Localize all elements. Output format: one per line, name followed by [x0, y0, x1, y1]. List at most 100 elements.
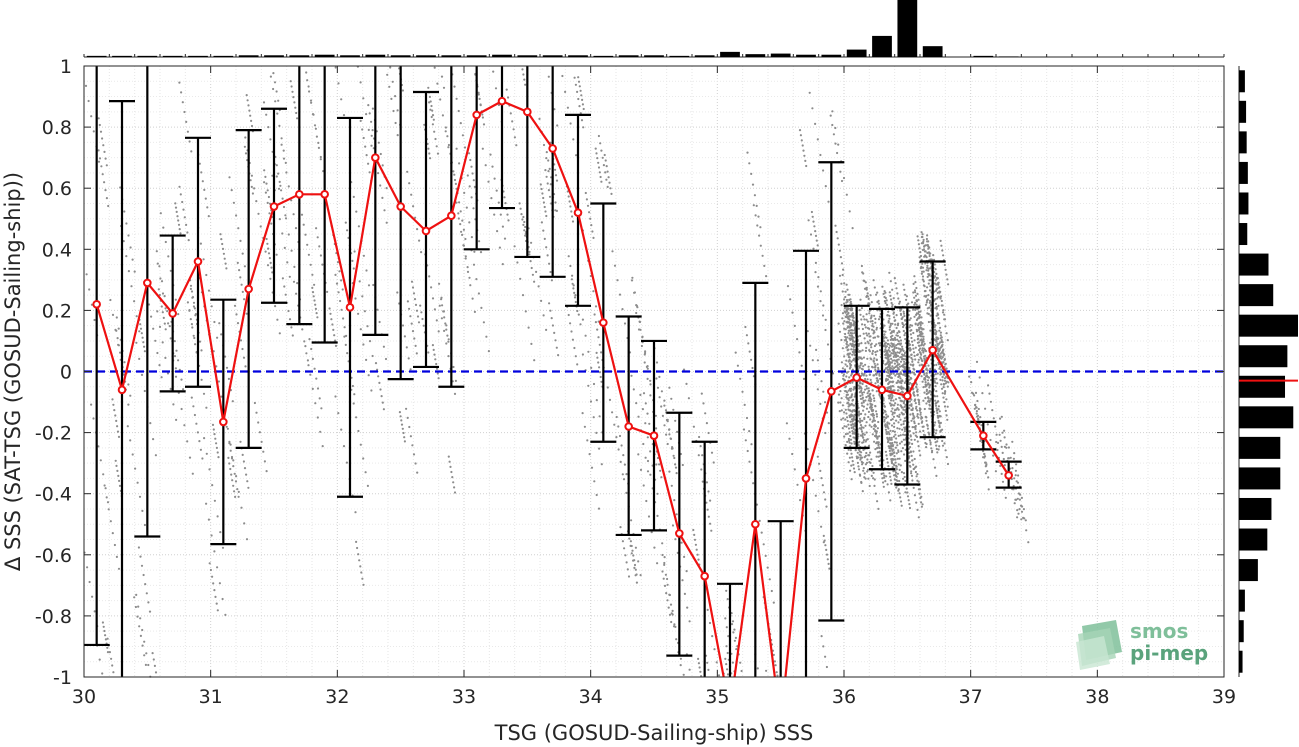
- scatter-point: [926, 266, 929, 269]
- scatter-point: [460, 230, 463, 233]
- scatter-point: [873, 362, 876, 365]
- scatter-point: [665, 592, 668, 595]
- scatter-point: [453, 392, 457, 395]
- scatter-point: [922, 386, 925, 389]
- scatter-point: [848, 404, 851, 407]
- scatter-point: [215, 365, 218, 368]
- scatter-point: [893, 354, 896, 357]
- scatter-point: [1023, 517, 1026, 520]
- scatter-point: [237, 495, 240, 498]
- scatter-point: [850, 329, 853, 332]
- scatter-point: [284, 217, 288, 220]
- scatter-point: [717, 674, 721, 677]
- scatter-point: [282, 149, 285, 152]
- scatter-point: [693, 533, 696, 537]
- scatter-point: [915, 328, 918, 331]
- scatter-point: [911, 407, 914, 410]
- scatter-point: [522, 73, 525, 76]
- scatter-point: [917, 445, 920, 448]
- scatter-point: [943, 372, 946, 375]
- scatter-point: [846, 397, 849, 400]
- scatter-point: [896, 407, 899, 410]
- scatter-point: [179, 193, 182, 196]
- scatter-point: [891, 322, 894, 325]
- scatter-point: [892, 352, 895, 355]
- top-histogram-bar: [390, 55, 411, 57]
- scatter-point: [639, 574, 642, 577]
- scatter-point: [902, 349, 905, 352]
- scatter-point: [942, 382, 945, 386]
- mean-point: [320, 190, 329, 199]
- scatter-point: [861, 391, 864, 394]
- scatter-point: [902, 373, 905, 376]
- scatter-point: [921, 242, 925, 245]
- scatter-point: [900, 372, 903, 375]
- scatter-point: [873, 374, 876, 377]
- scatter-point: [811, 107, 814, 110]
- scatter-point: [396, 291, 399, 294]
- scatter-point: [888, 362, 892, 365]
- scatter-point: [895, 452, 898, 455]
- scatter-point: [366, 484, 369, 487]
- scatter-point: [845, 298, 849, 302]
- scatter-point: [318, 397, 321, 400]
- scatter-point: [112, 671, 115, 674]
- scatter-point: [912, 367, 915, 370]
- scatter-point: [548, 195, 552, 198]
- x-tick-label: 35: [705, 686, 729, 708]
- scatter-point: [841, 312, 845, 315]
- scatter-point: [859, 381, 862, 384]
- scatter-point: [938, 424, 941, 428]
- scatter-point: [863, 318, 866, 321]
- scatter-point: [133, 300, 136, 303]
- scatter-point: [129, 246, 132, 249]
- scatter-point: [220, 238, 223, 241]
- scatter-point: [889, 442, 892, 445]
- scatter-point: [903, 475, 906, 479]
- scatter-point: [408, 425, 411, 429]
- scatter-point: [101, 672, 104, 675]
- scatter-point: [102, 625, 105, 628]
- scatter-point: [934, 432, 937, 435]
- scatter-point: [111, 664, 114, 667]
- scatter-point: [101, 137, 104, 140]
- scatter-point: [898, 427, 901, 430]
- scatter-point: [452, 365, 455, 369]
- scatter-point: [136, 481, 139, 484]
- scatter-point: [899, 464, 902, 467]
- scatter-point: [276, 112, 279, 115]
- scatter-point: [850, 372, 853, 376]
- scatter-point: [1000, 445, 1003, 448]
- scatter-point: [913, 354, 916, 357]
- scatter-point: [888, 422, 891, 425]
- scatter-point: [355, 540, 358, 544]
- scatter-point: [876, 427, 880, 430]
- scatter-point: [908, 355, 911, 358]
- scatter-point: [436, 372, 439, 375]
- scatter-point: [889, 294, 892, 297]
- scatter-point: [503, 196, 506, 199]
- scatter-point: [189, 284, 193, 287]
- scatter-point: [169, 387, 172, 390]
- scatter-point: [694, 543, 698, 546]
- scatter-point: [873, 434, 877, 438]
- scatter-point: [816, 455, 819, 458]
- scatter-point: [570, 330, 573, 333]
- scatter-point: [872, 416, 875, 419]
- scatter-point: [311, 291, 315, 294]
- scatter-point: [844, 408, 847, 411]
- scatter-point: [894, 458, 897, 461]
- scatter-point: [524, 83, 527, 86]
- scatter-point: [924, 354, 927, 357]
- scatter-point: [933, 379, 936, 383]
- scatter-point: [868, 424, 871, 427]
- scatter-point: [774, 664, 777, 667]
- scatter-point: [202, 392, 206, 395]
- scatter-point: [918, 313, 921, 317]
- scatter-point: [597, 166, 601, 169]
- scatter-point: [313, 283, 316, 286]
- scatter-point: [587, 350, 590, 353]
- scatter-point: [933, 434, 936, 437]
- scatter-point: [891, 334, 894, 337]
- mean-point: [523, 107, 532, 117]
